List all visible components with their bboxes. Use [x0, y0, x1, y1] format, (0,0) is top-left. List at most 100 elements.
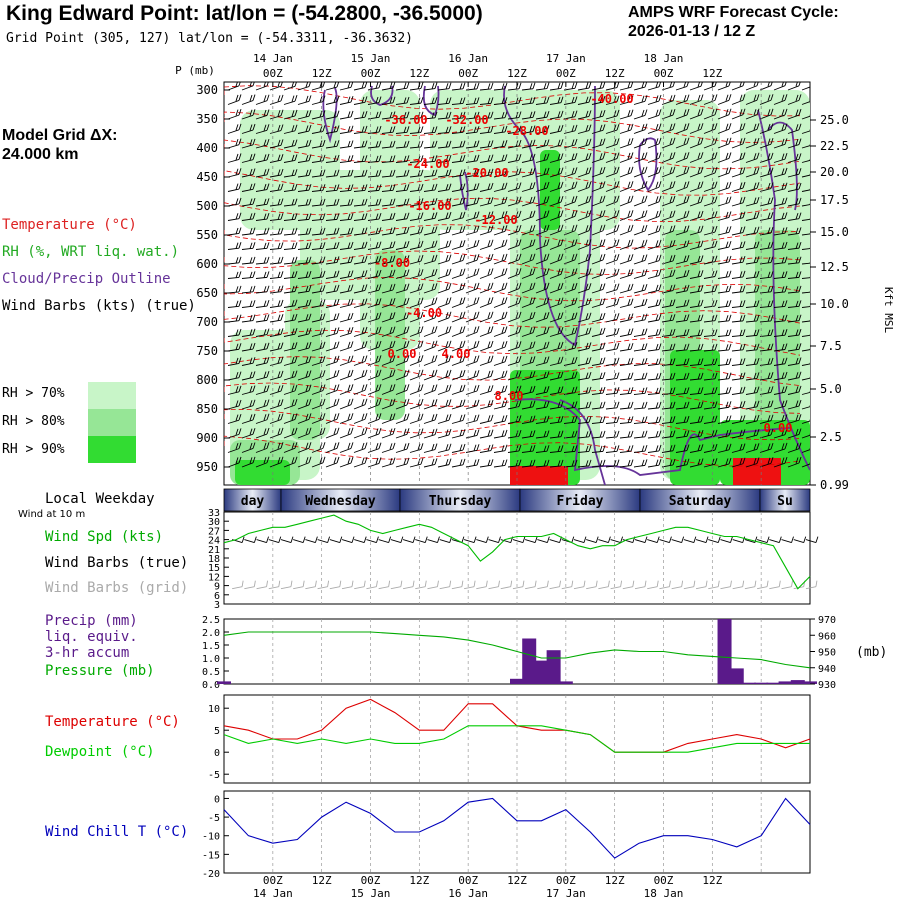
wind-barb-feather — [753, 415, 757, 422]
wind-barb-shaft — [227, 419, 240, 424]
wind-barb-shaft — [297, 86, 310, 91]
wind-barb-shaft — [437, 88, 450, 91]
grid-wind-barb-feather — [449, 580, 452, 587]
grid-wind-barb-feather — [253, 580, 256, 587]
wind-barb-shaft — [633, 289, 646, 294]
wind-barb-feather — [473, 112, 477, 119]
bottom-time-label: 00Z — [458, 874, 478, 887]
wind-barb-shaft — [367, 160, 380, 163]
wind-barb-feather — [728, 372, 732, 379]
wind-barb-feather — [557, 97, 561, 104]
wind-barb-feather — [389, 370, 393, 377]
wind-barb-shaft — [493, 288, 506, 294]
wind-barb-feather — [585, 153, 589, 160]
wind-barb-shaft — [339, 233, 352, 236]
wind-barb-shaft — [521, 450, 534, 453]
wind-barb-feather — [277, 286, 281, 293]
wind-barb-shaft — [381, 131, 394, 134]
wind-barb-shaft — [675, 334, 688, 337]
wind-barb-feather — [630, 181, 634, 188]
wind-barb-shaft — [367, 360, 380, 366]
wind-barb-shaft — [479, 390, 492, 395]
wind-barb-feather — [756, 457, 760, 464]
wind-barb-feather — [445, 112, 449, 119]
wind-barb-shaft — [773, 377, 786, 381]
wind-barb-feather — [798, 456, 802, 464]
wind-barb-feather — [641, 109, 645, 117]
wind-barb-feather — [431, 155, 435, 162]
wind-barb-feather — [347, 199, 351, 206]
wind-barb-feather — [476, 239, 480, 247]
wind-barb-shaft — [381, 419, 394, 424]
wind-barb-feather — [658, 152, 662, 159]
wind-barb-feather — [756, 285, 760, 292]
wind-barb-feather — [476, 282, 480, 289]
wind-barb-feather — [403, 355, 407, 362]
wind-barb-feather — [655, 181, 659, 188]
wind-barb-shaft — [773, 305, 786, 308]
wind-barb-feather — [725, 415, 729, 423]
wind-barb-feather — [641, 124, 645, 131]
wind-barb-feather — [585, 82, 589, 89]
wind-barb-feather — [546, 356, 550, 363]
wind-barb-shaft — [759, 462, 772, 468]
wind-barb-feather — [669, 95, 673, 102]
wind-barb-shaft — [647, 304, 660, 308]
wind-barb-shaft — [437, 203, 450, 207]
wind-barb-feather — [543, 254, 547, 261]
legend-rh70-swatch — [88, 382, 136, 409]
wind-barb-feather — [798, 371, 802, 378]
temperature-contour — [224, 382, 801, 414]
wind-barb-feather — [389, 241, 393, 249]
wind-barb-shaft — [689, 392, 702, 395]
wind-barb-feather — [644, 283, 648, 291]
wind-barb-shaft — [633, 129, 646, 134]
wind-barb-feather — [641, 314, 645, 321]
wind-barb-shaft — [507, 230, 520, 236]
temp-contour-label: -36.00 — [384, 113, 427, 127]
wind-barb-shaft — [717, 334, 730, 337]
wind-barb-feather — [781, 315, 785, 322]
surface-wind-barb-feather — [693, 536, 697, 543]
wind-barb-feather — [574, 312, 578, 319]
wind-barb-shaft — [437, 245, 450, 250]
wind-barb-shaft — [367, 463, 380, 468]
wind-barb-feather — [798, 153, 802, 160]
pressure-tick-label: 600 — [196, 257, 218, 271]
wind-barb-shaft — [521, 391, 534, 395]
wind-barb-feather — [347, 256, 351, 263]
wind-barb-feather — [501, 371, 505, 378]
wind-barb-feather — [798, 328, 802, 336]
wind-barb-shaft — [605, 186, 618, 192]
wind-barb-shaft — [549, 465, 562, 468]
surface-wind-barb — [756, 539, 768, 544]
wind-barb-feather — [616, 430, 620, 438]
wind-barb-feather — [574, 459, 578, 467]
cloud-outline — [767, 121, 798, 211]
wind-barb-feather — [487, 341, 491, 348]
wind-barb-shaft — [339, 101, 352, 105]
wind-barb-feather — [630, 268, 634, 276]
wind-barb-shaft — [451, 231, 464, 236]
wind-barb-feather — [532, 253, 536, 260]
wind-barb-feather — [700, 444, 704, 451]
pressure-ytick-right: 950 — [818, 648, 836, 659]
wind-barb-shaft — [801, 101, 810, 105]
wind-barb-feather — [364, 169, 368, 177]
wind-barb-shaft — [619, 392, 632, 395]
wind-barb-feather — [238, 227, 242, 234]
wind-barb-feather — [347, 313, 351, 320]
pressure-ytick-right: 970 — [818, 615, 836, 626]
wind-barb-feather — [431, 97, 435, 104]
wind-barb-shaft — [717, 202, 730, 207]
wind-barb-feather — [742, 94, 746, 101]
wind-barb-feather — [784, 343, 788, 350]
wind-barb-shaft — [633, 186, 646, 192]
wind-barb-feather — [711, 315, 715, 322]
wind-barb-feather — [350, 298, 354, 305]
wind-barb-feather — [434, 183, 438, 191]
pressure-ytick-right: 930 — [818, 680, 836, 691]
wind-barb-shaft — [479, 331, 492, 337]
wind-barb-feather — [462, 458, 466, 466]
wind-barb-feather — [392, 255, 396, 262]
